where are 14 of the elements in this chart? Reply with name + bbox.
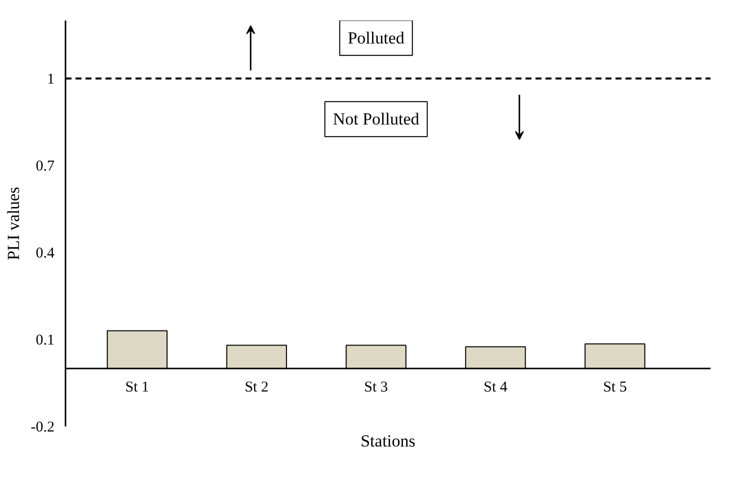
y-tick-label: 1: [47, 72, 54, 88]
x-tick-label: St 4: [484, 380, 508, 396]
annotation: Polluted: [348, 28, 405, 48]
x-tick-label: St 1: [125, 380, 150, 396]
y-tick-label: 0.4: [36, 246, 55, 262]
y-axis-title: PLI values: [4, 186, 23, 260]
x-tick-label: St 2: [244, 380, 268, 396]
annotation: Not Polluted: [332, 110, 420, 129]
y-tick-label: -0.2: [30, 420, 55, 436]
x-tick-label: St 5: [603, 380, 627, 396]
x-tick-label: St 3: [364, 380, 388, 396]
y-tick-label: 0.1: [36, 332, 54, 348]
y-tick-label: 0.7: [36, 158, 55, 174]
x-axis-title: Stations: [360, 432, 416, 450]
